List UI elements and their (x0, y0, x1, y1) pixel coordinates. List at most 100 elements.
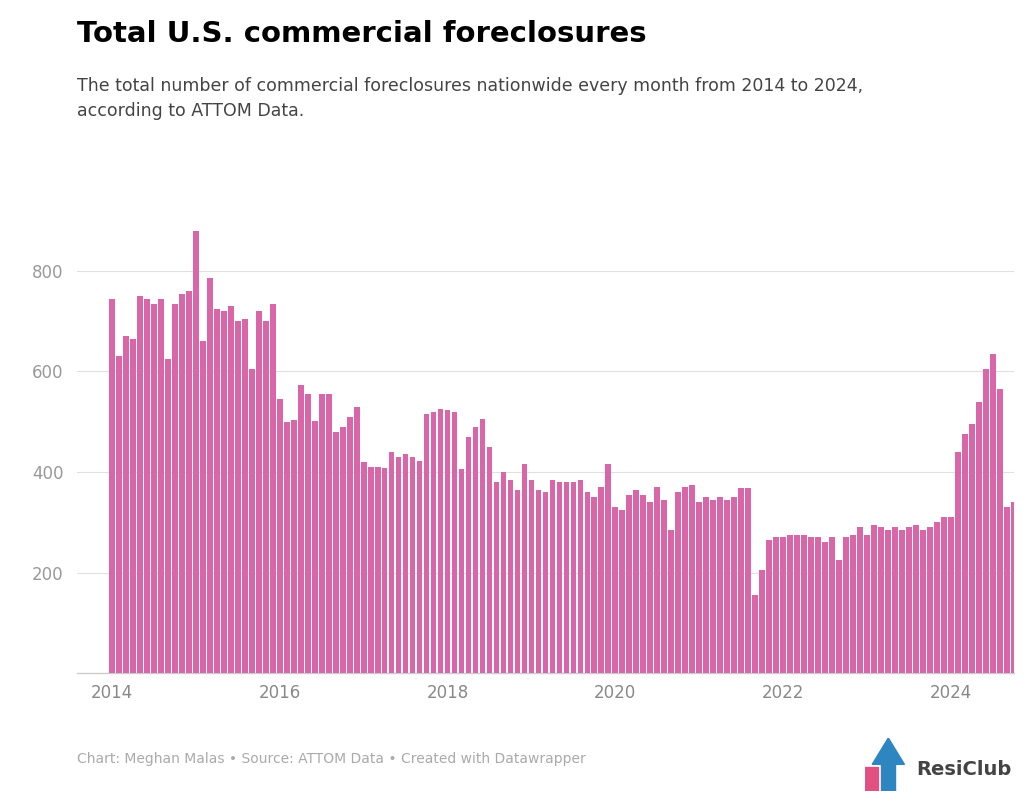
Bar (724, 500, 730, 673)
Bar (479, 419, 485, 673)
Bar (276, 399, 283, 673)
Bar (417, 461, 423, 673)
Bar (137, 296, 142, 673)
Bar (808, 538, 814, 673)
Bar (144, 298, 150, 673)
Bar (228, 306, 233, 673)
Bar (718, 497, 723, 673)
Bar (920, 530, 926, 673)
Bar (375, 467, 381, 673)
Bar (892, 527, 898, 673)
Bar (333, 431, 339, 673)
Bar (486, 447, 493, 673)
Bar (647, 502, 653, 673)
Bar (738, 488, 744, 673)
Bar (640, 495, 646, 673)
Bar (787, 535, 793, 673)
Bar (194, 230, 199, 673)
Bar (284, 422, 290, 673)
Bar (110, 298, 115, 673)
Bar (214, 308, 220, 673)
Bar (990, 354, 995, 673)
Bar (473, 427, 478, 673)
Bar (347, 417, 352, 673)
Bar (634, 490, 639, 673)
Bar (605, 465, 611, 673)
Bar (627, 495, 632, 673)
Bar (850, 535, 856, 673)
Bar (543, 492, 548, 673)
Bar (452, 412, 458, 673)
Bar (585, 492, 590, 673)
Bar (669, 530, 674, 673)
Bar (696, 502, 702, 673)
Bar (753, 595, 758, 673)
Bar (822, 543, 827, 673)
Bar (326, 394, 332, 673)
Bar (501, 472, 506, 673)
Bar (997, 389, 1002, 673)
Bar (249, 369, 255, 673)
Bar (906, 527, 911, 673)
Bar (466, 437, 471, 673)
Bar (130, 339, 136, 673)
Bar (703, 497, 709, 673)
Bar (340, 427, 345, 673)
Bar (515, 490, 520, 673)
Bar (962, 434, 968, 673)
Bar (410, 457, 416, 673)
Bar (263, 321, 268, 673)
Bar (913, 525, 919, 673)
Bar (382, 468, 387, 673)
Bar (563, 482, 569, 673)
Bar (941, 517, 947, 673)
Bar (976, 401, 982, 673)
Bar (899, 530, 905, 673)
Bar (444, 410, 451, 673)
Bar (801, 535, 807, 673)
Bar (578, 479, 584, 673)
Bar (689, 484, 695, 673)
Bar (955, 452, 961, 673)
Bar (815, 538, 821, 673)
Bar (612, 507, 618, 673)
Bar (773, 538, 779, 673)
Bar (459, 470, 465, 673)
Bar (207, 278, 213, 673)
Bar (745, 488, 751, 673)
Bar (550, 479, 555, 673)
Bar (402, 454, 409, 673)
Bar (570, 482, 577, 673)
Bar (172, 303, 178, 673)
Bar (879, 527, 884, 673)
Bar (234, 321, 241, 673)
Text: ResiClub: ResiClub (916, 760, 1012, 779)
Bar (1018, 387, 1024, 673)
Bar (731, 497, 737, 673)
Text: Total U.S. commercial foreclosures: Total U.S. commercial foreclosures (77, 20, 646, 49)
Bar (864, 535, 869, 673)
Bar (298, 385, 304, 673)
Bar (871, 525, 877, 673)
Bar (179, 294, 184, 673)
Bar (508, 479, 513, 673)
Bar (682, 487, 688, 673)
Bar (948, 517, 953, 673)
Bar (305, 394, 310, 673)
Bar (424, 414, 429, 673)
Bar (934, 522, 940, 673)
Bar (759, 570, 765, 673)
Text: Chart: Meghan Malas • Source: ATTOM Data • Created with Datawrapper: Chart: Meghan Malas • Source: ATTOM Data… (77, 753, 586, 766)
Bar (158, 298, 164, 673)
Bar (857, 527, 863, 673)
Bar (1011, 502, 1017, 673)
Bar (221, 311, 226, 673)
Bar (843, 538, 849, 673)
Bar (598, 487, 604, 673)
Bar (200, 341, 206, 673)
Bar (494, 482, 500, 673)
Bar (711, 500, 716, 673)
Bar (969, 424, 975, 673)
Bar (837, 560, 842, 673)
Bar (360, 462, 367, 673)
